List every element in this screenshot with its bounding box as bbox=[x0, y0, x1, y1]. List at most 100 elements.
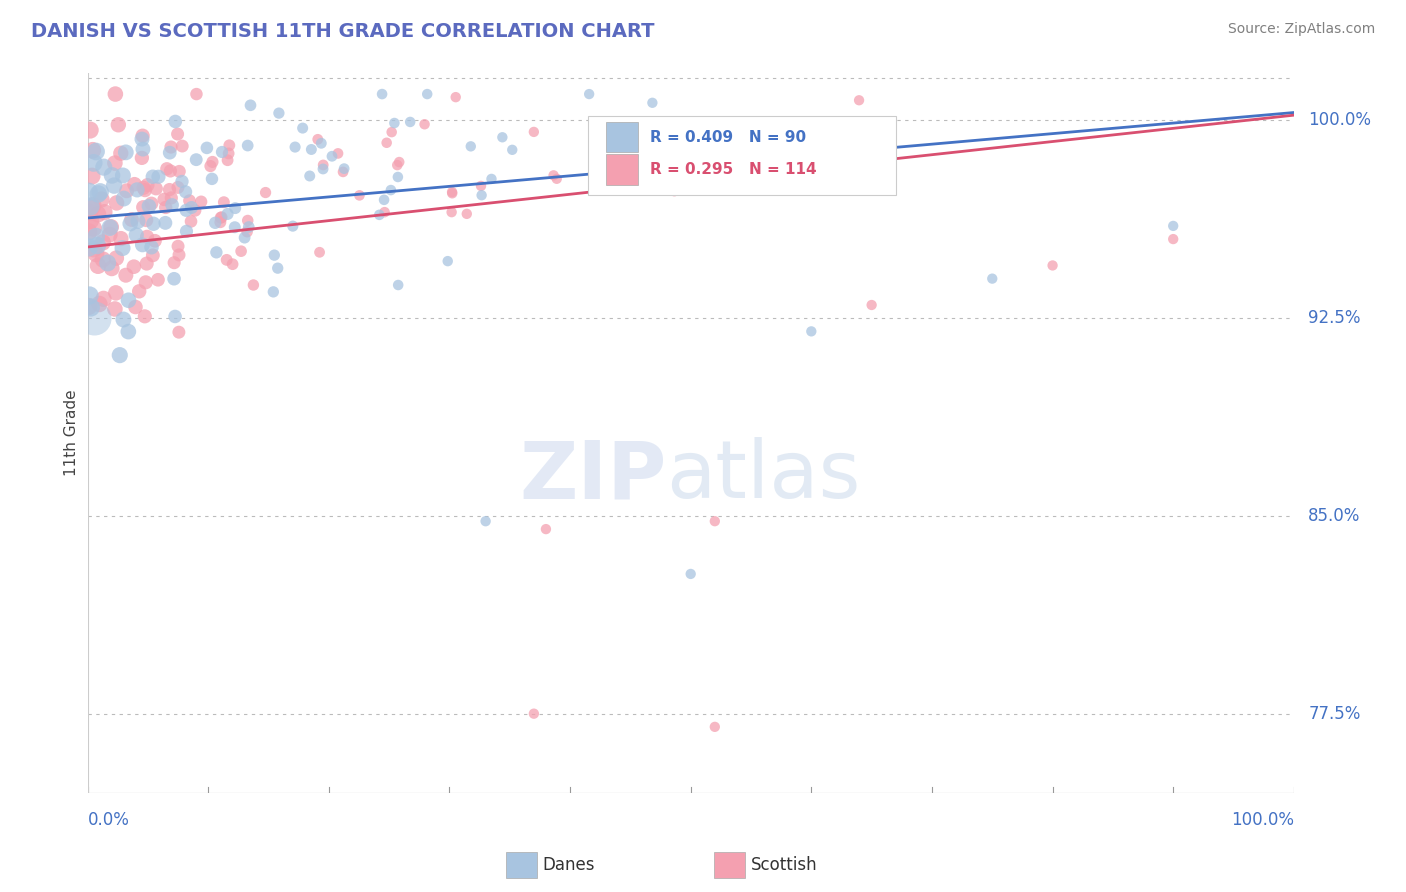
Point bbox=[153, 193, 176, 207]
Point bbox=[80, 301, 103, 315]
Point bbox=[180, 214, 202, 228]
Text: atlas: atlas bbox=[666, 437, 860, 515]
Point bbox=[184, 203, 207, 218]
Point bbox=[332, 165, 354, 179]
Point bbox=[131, 132, 153, 146]
Text: 92.5%: 92.5% bbox=[1309, 310, 1361, 327]
Point bbox=[186, 153, 208, 167]
Point bbox=[124, 178, 146, 192]
Point bbox=[218, 138, 240, 153]
Point bbox=[307, 132, 329, 146]
Point bbox=[115, 184, 138, 198]
Point bbox=[87, 207, 110, 221]
Point bbox=[142, 169, 165, 184]
Point bbox=[145, 181, 167, 195]
Point bbox=[1161, 232, 1184, 246]
Point bbox=[166, 127, 188, 141]
Point bbox=[534, 522, 557, 536]
Point bbox=[155, 201, 177, 215]
Text: R = 0.295   N = 114: R = 0.295 N = 114 bbox=[650, 162, 817, 177]
Point bbox=[312, 161, 335, 176]
Point bbox=[387, 278, 409, 293]
Point bbox=[218, 146, 240, 161]
Point bbox=[105, 195, 128, 210]
Point bbox=[460, 139, 482, 153]
Point bbox=[117, 325, 139, 339]
Point bbox=[142, 217, 165, 231]
Point bbox=[135, 256, 157, 270]
Text: R = 0.409   N = 90: R = 0.409 N = 90 bbox=[650, 129, 806, 145]
FancyBboxPatch shape bbox=[606, 154, 637, 185]
Point bbox=[326, 146, 349, 161]
Point bbox=[384, 116, 406, 130]
Point bbox=[98, 220, 121, 235]
Point bbox=[1161, 219, 1184, 233]
Point bbox=[107, 118, 129, 132]
Text: Scottish: Scottish bbox=[751, 855, 817, 874]
Point bbox=[211, 211, 233, 225]
Point bbox=[131, 151, 153, 165]
Point bbox=[217, 207, 239, 221]
FancyBboxPatch shape bbox=[588, 116, 896, 195]
Point bbox=[127, 214, 149, 228]
Point bbox=[281, 219, 304, 234]
Point bbox=[238, 219, 260, 234]
Point bbox=[79, 123, 101, 137]
Point bbox=[141, 196, 163, 211]
Point bbox=[267, 261, 290, 276]
Point bbox=[298, 169, 321, 183]
Point bbox=[349, 188, 371, 202]
Point bbox=[523, 706, 546, 721]
Point bbox=[93, 160, 115, 174]
Point bbox=[79, 199, 101, 213]
Point bbox=[131, 128, 153, 143]
Point bbox=[77, 240, 100, 254]
Point bbox=[800, 324, 823, 338]
Point bbox=[82, 198, 104, 212]
Text: Danes: Danes bbox=[543, 855, 595, 874]
Point bbox=[163, 271, 186, 285]
Point bbox=[291, 121, 314, 136]
Point bbox=[375, 136, 398, 150]
Point bbox=[474, 514, 496, 528]
Point bbox=[456, 207, 478, 221]
Point bbox=[201, 172, 224, 186]
Point bbox=[84, 145, 107, 159]
Point bbox=[444, 90, 467, 104]
Point bbox=[159, 145, 181, 160]
Point bbox=[312, 158, 335, 172]
Point bbox=[83, 242, 105, 256]
Point bbox=[84, 247, 107, 261]
Point bbox=[221, 257, 243, 271]
Point bbox=[112, 192, 135, 206]
Point bbox=[79, 205, 101, 219]
Point bbox=[110, 146, 132, 161]
Point bbox=[186, 87, 208, 101]
Point bbox=[180, 201, 202, 215]
Point bbox=[236, 225, 259, 239]
Point bbox=[134, 183, 156, 197]
Point bbox=[77, 185, 100, 199]
Point bbox=[108, 348, 131, 362]
Point bbox=[254, 186, 277, 200]
Point bbox=[481, 172, 503, 186]
Point bbox=[165, 114, 187, 128]
Point bbox=[308, 245, 330, 260]
Point bbox=[79, 288, 101, 302]
Point bbox=[471, 188, 494, 202]
Point bbox=[136, 178, 159, 192]
Point bbox=[103, 178, 125, 193]
Point bbox=[174, 203, 197, 218]
Point bbox=[89, 297, 111, 311]
Point bbox=[98, 227, 121, 242]
Y-axis label: 11th Grade: 11th Grade bbox=[65, 390, 79, 476]
Point bbox=[284, 140, 307, 154]
Point bbox=[381, 125, 404, 139]
Point bbox=[242, 278, 264, 293]
Point bbox=[167, 180, 190, 194]
Point bbox=[77, 300, 100, 314]
Point bbox=[224, 201, 246, 215]
Point bbox=[155, 216, 177, 230]
Point bbox=[148, 169, 170, 184]
Point bbox=[172, 139, 194, 153]
